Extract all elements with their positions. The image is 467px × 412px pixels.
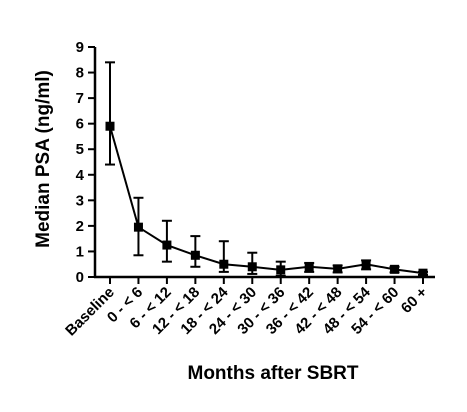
data-point xyxy=(162,240,172,250)
series-line xyxy=(109,125,424,275)
data-point xyxy=(105,121,115,131)
data-point xyxy=(276,265,286,275)
x-tick-label: 60 + xyxy=(398,284,431,317)
y-tick-label: 8 xyxy=(76,65,84,82)
axes xyxy=(93,47,435,279)
y-tick-label: 7 xyxy=(76,90,84,107)
y-tick-label: 6 xyxy=(76,116,84,133)
data-point xyxy=(361,259,371,269)
y-tick-label: 9 xyxy=(76,39,84,56)
data-point xyxy=(219,259,229,269)
data-point xyxy=(304,262,314,272)
data-point xyxy=(333,264,343,274)
y-tick-label: 0 xyxy=(76,269,84,286)
data-point xyxy=(390,264,400,274)
data-point xyxy=(418,268,428,278)
y-tick-label: 5 xyxy=(76,141,84,158)
data-point xyxy=(247,262,257,272)
y-tick-label: 3 xyxy=(76,192,84,209)
data-point xyxy=(190,250,200,260)
series xyxy=(105,61,428,278)
x-axis-title: Months after SBRT xyxy=(188,363,359,384)
y-axis-title: Median PSA (ng/ml) xyxy=(33,70,54,248)
y-tick-label: 2 xyxy=(76,218,84,235)
data-point xyxy=(133,222,143,232)
y-tick-label: 4 xyxy=(76,167,85,184)
y-tick-label: 1 xyxy=(76,243,84,260)
